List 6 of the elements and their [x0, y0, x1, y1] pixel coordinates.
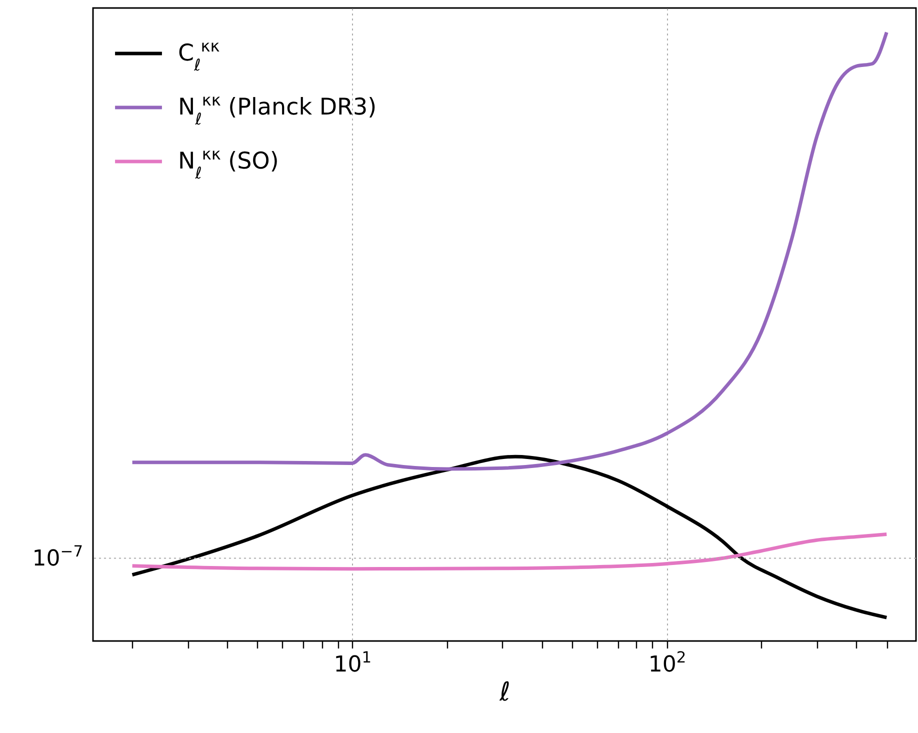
ref-line-label: 10$^{−7}$	[32, 542, 83, 572]
legend-label: N$_{ℓ}$$^{κκ}$ (Planck DR3)	[178, 90, 377, 128]
x-axis-title: ℓ	[498, 678, 510, 708]
legend-label: N$_{ℓ}$$^{κκ}$ (SO)	[178, 144, 279, 182]
x-tick-label: 10$^{1}$	[334, 648, 372, 678]
x-tick-label: 10$^{2}$	[648, 648, 686, 678]
